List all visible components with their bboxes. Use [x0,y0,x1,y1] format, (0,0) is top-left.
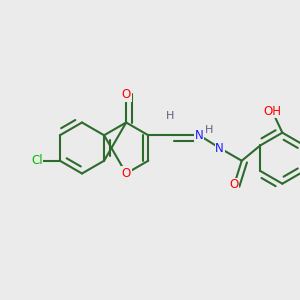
Text: N: N [195,129,204,142]
Text: H: H [166,111,174,121]
Text: H: H [205,125,214,135]
Text: N: N [215,142,224,154]
Text: Cl: Cl [31,154,43,167]
Text: O: O [122,167,131,180]
Text: O: O [230,178,239,191]
Text: OH: OH [263,104,281,118]
Text: O: O [122,88,131,101]
